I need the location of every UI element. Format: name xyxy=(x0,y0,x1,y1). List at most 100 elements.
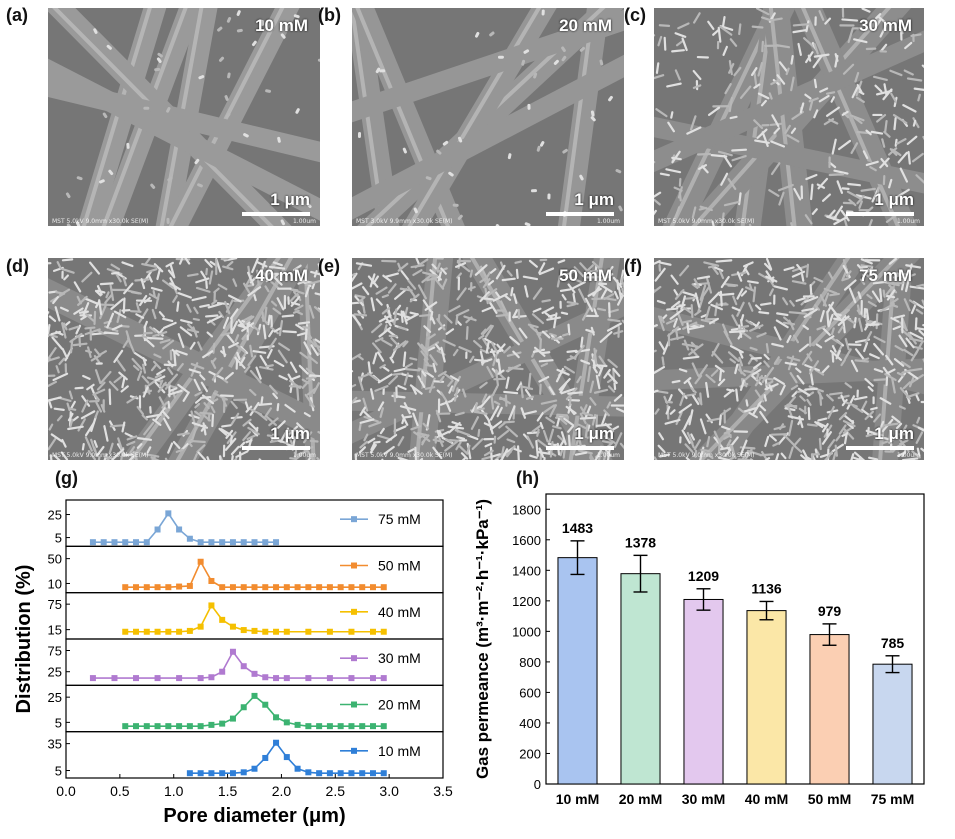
data-point xyxy=(359,723,366,730)
data-point xyxy=(251,670,258,677)
data-point xyxy=(89,675,96,682)
y-tick-label: 200 xyxy=(519,746,541,761)
data-point xyxy=(305,723,312,730)
data-point xyxy=(380,675,387,682)
legend-marker xyxy=(351,747,357,754)
data-point xyxy=(165,584,172,591)
x-tick-label: 10 mM xyxy=(556,791,600,807)
sem-image-d: 40 mM 1 μm MST 5.0kV 9.0mm x30.0k SE(M) 1.0… xyxy=(48,258,320,460)
data-point xyxy=(337,770,344,777)
data-point xyxy=(176,583,183,590)
y-tick-label: 400 xyxy=(519,716,541,731)
concentration-label: 75 mM xyxy=(859,266,912,285)
scale-bar xyxy=(242,446,310,450)
panel-label-h: (h) xyxy=(516,468,539,488)
scale-bar xyxy=(546,446,614,450)
subplot-frame xyxy=(65,731,444,779)
data-point xyxy=(380,628,387,635)
legend-label: 75 mM xyxy=(378,511,421,527)
data-point xyxy=(359,584,366,591)
data-point xyxy=(359,770,366,777)
bar xyxy=(872,663,913,785)
legend-marker xyxy=(351,516,357,523)
data-point xyxy=(133,723,140,730)
data-point xyxy=(197,539,204,546)
data-point xyxy=(380,723,387,730)
data-point xyxy=(316,584,323,591)
data-point xyxy=(219,668,226,675)
legend-label: 20 mM xyxy=(378,697,421,713)
sem-metadata: MST 5.0kV 9.0mm x30.0k SE(M) xyxy=(52,452,149,459)
data-point xyxy=(240,704,247,711)
data-point xyxy=(111,539,118,546)
data-point xyxy=(369,584,376,591)
scale-bar-label: 1 μm xyxy=(874,190,914,209)
bar xyxy=(620,573,661,785)
x-tick-label: 50 mM xyxy=(808,791,852,807)
data-point xyxy=(208,770,215,777)
y-tick-label: 1200 xyxy=(512,594,541,609)
data-point xyxy=(273,675,280,682)
y-axis-title: Gas permeance (m³·m⁻²·h⁻¹·kPa⁻¹) xyxy=(473,499,492,779)
y-tick-label: 5 xyxy=(55,715,62,730)
y-tick-label: 600 xyxy=(519,685,541,700)
scale-bar xyxy=(242,212,310,216)
data-point xyxy=(143,628,150,635)
data-point xyxy=(305,584,312,591)
data-point xyxy=(348,584,355,591)
x-tick-label: 0.5 xyxy=(110,783,130,799)
data-label: 1209 xyxy=(688,568,719,584)
legend-label: 50 mM xyxy=(378,558,421,574)
scale-bar-label: 1 μm xyxy=(270,424,310,443)
legend-marker xyxy=(351,655,357,662)
data-point xyxy=(197,770,204,777)
data-point xyxy=(337,723,344,730)
data-point xyxy=(240,584,247,591)
data-point xyxy=(251,539,258,546)
data-point xyxy=(262,754,269,761)
y-tick-label: 800 xyxy=(519,655,541,670)
data-point xyxy=(154,675,161,682)
data-point xyxy=(283,584,290,591)
data-point xyxy=(337,584,344,591)
panel-label-e: (e) xyxy=(318,256,340,276)
concentration-label: 20 mM xyxy=(559,16,612,35)
data-point xyxy=(240,539,247,546)
scale-bar xyxy=(846,446,914,450)
data-label: 1483 xyxy=(562,520,593,536)
data-point xyxy=(326,584,333,591)
data-point xyxy=(154,584,161,591)
data-point xyxy=(89,539,96,546)
plot-frame xyxy=(545,493,925,785)
data-point xyxy=(219,720,226,727)
data-point xyxy=(143,584,150,591)
y-tick-label: 75 xyxy=(48,597,62,612)
data-point xyxy=(294,584,301,591)
legend-marker xyxy=(351,562,357,569)
sem-image-c: 30 mM 1 μm MST 5.0kV 9.0mm x30.0k SE(M) 1.0… xyxy=(654,8,924,226)
data-point xyxy=(229,648,236,655)
x-tick-label: 1.5 xyxy=(218,783,238,799)
data-point xyxy=(122,628,129,635)
legend-label: 10 mM xyxy=(378,743,421,759)
sem-image-b: 20 mM 1 μm MST 3.0kV 9.9mm x30.0k SE(M) 1.0… xyxy=(352,8,624,226)
scale-bar xyxy=(846,212,914,216)
y-tick-label: 10 xyxy=(48,576,62,591)
legend-marker xyxy=(351,701,357,708)
y-tick-label: 1000 xyxy=(512,624,541,639)
x-tick-label: 0.0 xyxy=(56,783,76,799)
data-point xyxy=(305,675,312,682)
data-point xyxy=(229,715,236,722)
data-point xyxy=(122,584,129,591)
data-point xyxy=(369,628,376,635)
data-point xyxy=(380,770,387,777)
data-point xyxy=(186,627,193,634)
data-point xyxy=(165,723,172,730)
data-point xyxy=(262,539,269,546)
panel-label-c: (c) xyxy=(624,5,646,25)
y-tick-label: 15 xyxy=(48,623,62,638)
scale-bar-label: 1 μm xyxy=(270,190,310,209)
y-tick-label: 25 xyxy=(48,690,62,705)
data-point xyxy=(326,675,333,682)
